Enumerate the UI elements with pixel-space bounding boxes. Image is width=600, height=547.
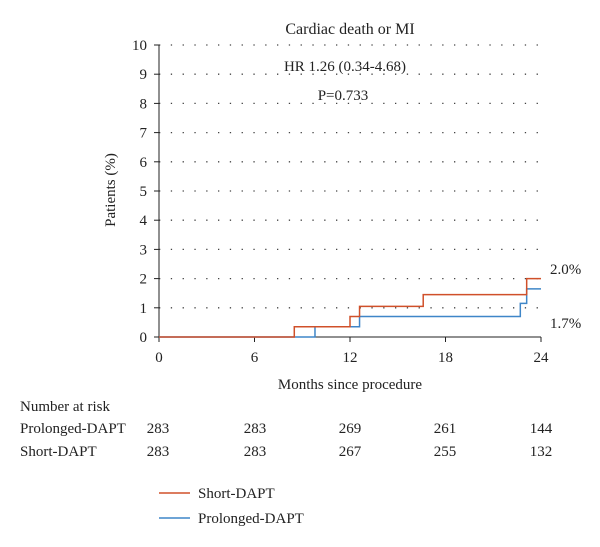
series-line-prolonged-dapt <box>159 288 541 338</box>
risk-table: Prolonged-DAPT 283 283 269 261 144 Short-DAPT 2… <box>20 421 553 460</box>
grid-lines <box>159 44 541 309</box>
risk-cell: 261 <box>434 421 457 437</box>
y-axis-ticks: 0 1 2 3 4 5 6 7 8 9 10 <box>132 38 159 346</box>
y-tick-label: 3 <box>140 242 148 258</box>
risk-cell: 283 <box>147 421 170 437</box>
end-label-prolonged-dapt: 1.7% <box>550 316 581 332</box>
x-axis-ticks: 0 6 12 18 24 <box>155 337 549 366</box>
legend: Short-DAPT Prolonged-DAPT <box>159 486 304 527</box>
legend-label: Short-DAPT <box>198 486 275 502</box>
risk-cell: 283 <box>244 421 267 437</box>
y-tick-label: 6 <box>140 155 148 171</box>
series-lines <box>159 277 541 338</box>
risk-cell: 144 <box>530 421 553 437</box>
series-line-short-dapt <box>159 277 541 338</box>
risk-cell: 269 <box>339 421 362 437</box>
y-tick-label: 5 <box>140 184 148 200</box>
y-tick-label: 7 <box>140 126 148 142</box>
risk-cell: 132 <box>530 444 553 460</box>
y-tick-label: 10 <box>132 38 147 54</box>
y-tick-label: 4 <box>140 213 148 229</box>
y-axis-label: Patients (%) <box>103 153 119 227</box>
risk-table-header: Number at risk <box>20 399 110 415</box>
risk-cell: 283 <box>244 444 267 460</box>
chart-title: Cardiac death or MI <box>285 21 414 38</box>
y-tick-label: 9 <box>140 67 148 83</box>
end-labels: 2.0% 1.7% <box>550 262 581 332</box>
x-tick-label: 0 <box>155 350 163 366</box>
y-tick-label: 2 <box>140 272 148 288</box>
risk-row-label: Short-DAPT <box>20 444 97 460</box>
x-tick-label: 6 <box>251 350 259 366</box>
x-axis-label: Months since procedure <box>278 377 422 393</box>
y-tick-label: 0 <box>140 330 148 346</box>
hazard-ratio-annotation: HR 1.26 (0.34-4.68) <box>284 59 406 75</box>
risk-cell: 255 <box>434 444 457 460</box>
end-label-short-dapt: 2.0% <box>550 262 581 278</box>
x-tick-label: 12 <box>343 350 358 366</box>
legend-label: Prolonged-DAPT <box>198 511 304 527</box>
p-value-annotation: P=0.733 <box>318 88 369 104</box>
x-tick-label: 24 <box>534 350 550 366</box>
x-tick-label: 18 <box>438 350 453 366</box>
risk-cell: 283 <box>147 444 170 460</box>
risk-cell: 267 <box>339 444 362 460</box>
risk-row-label: Prolonged-DAPT <box>20 421 126 437</box>
y-tick-label: 8 <box>140 96 148 112</box>
y-tick-label: 1 <box>140 301 148 317</box>
